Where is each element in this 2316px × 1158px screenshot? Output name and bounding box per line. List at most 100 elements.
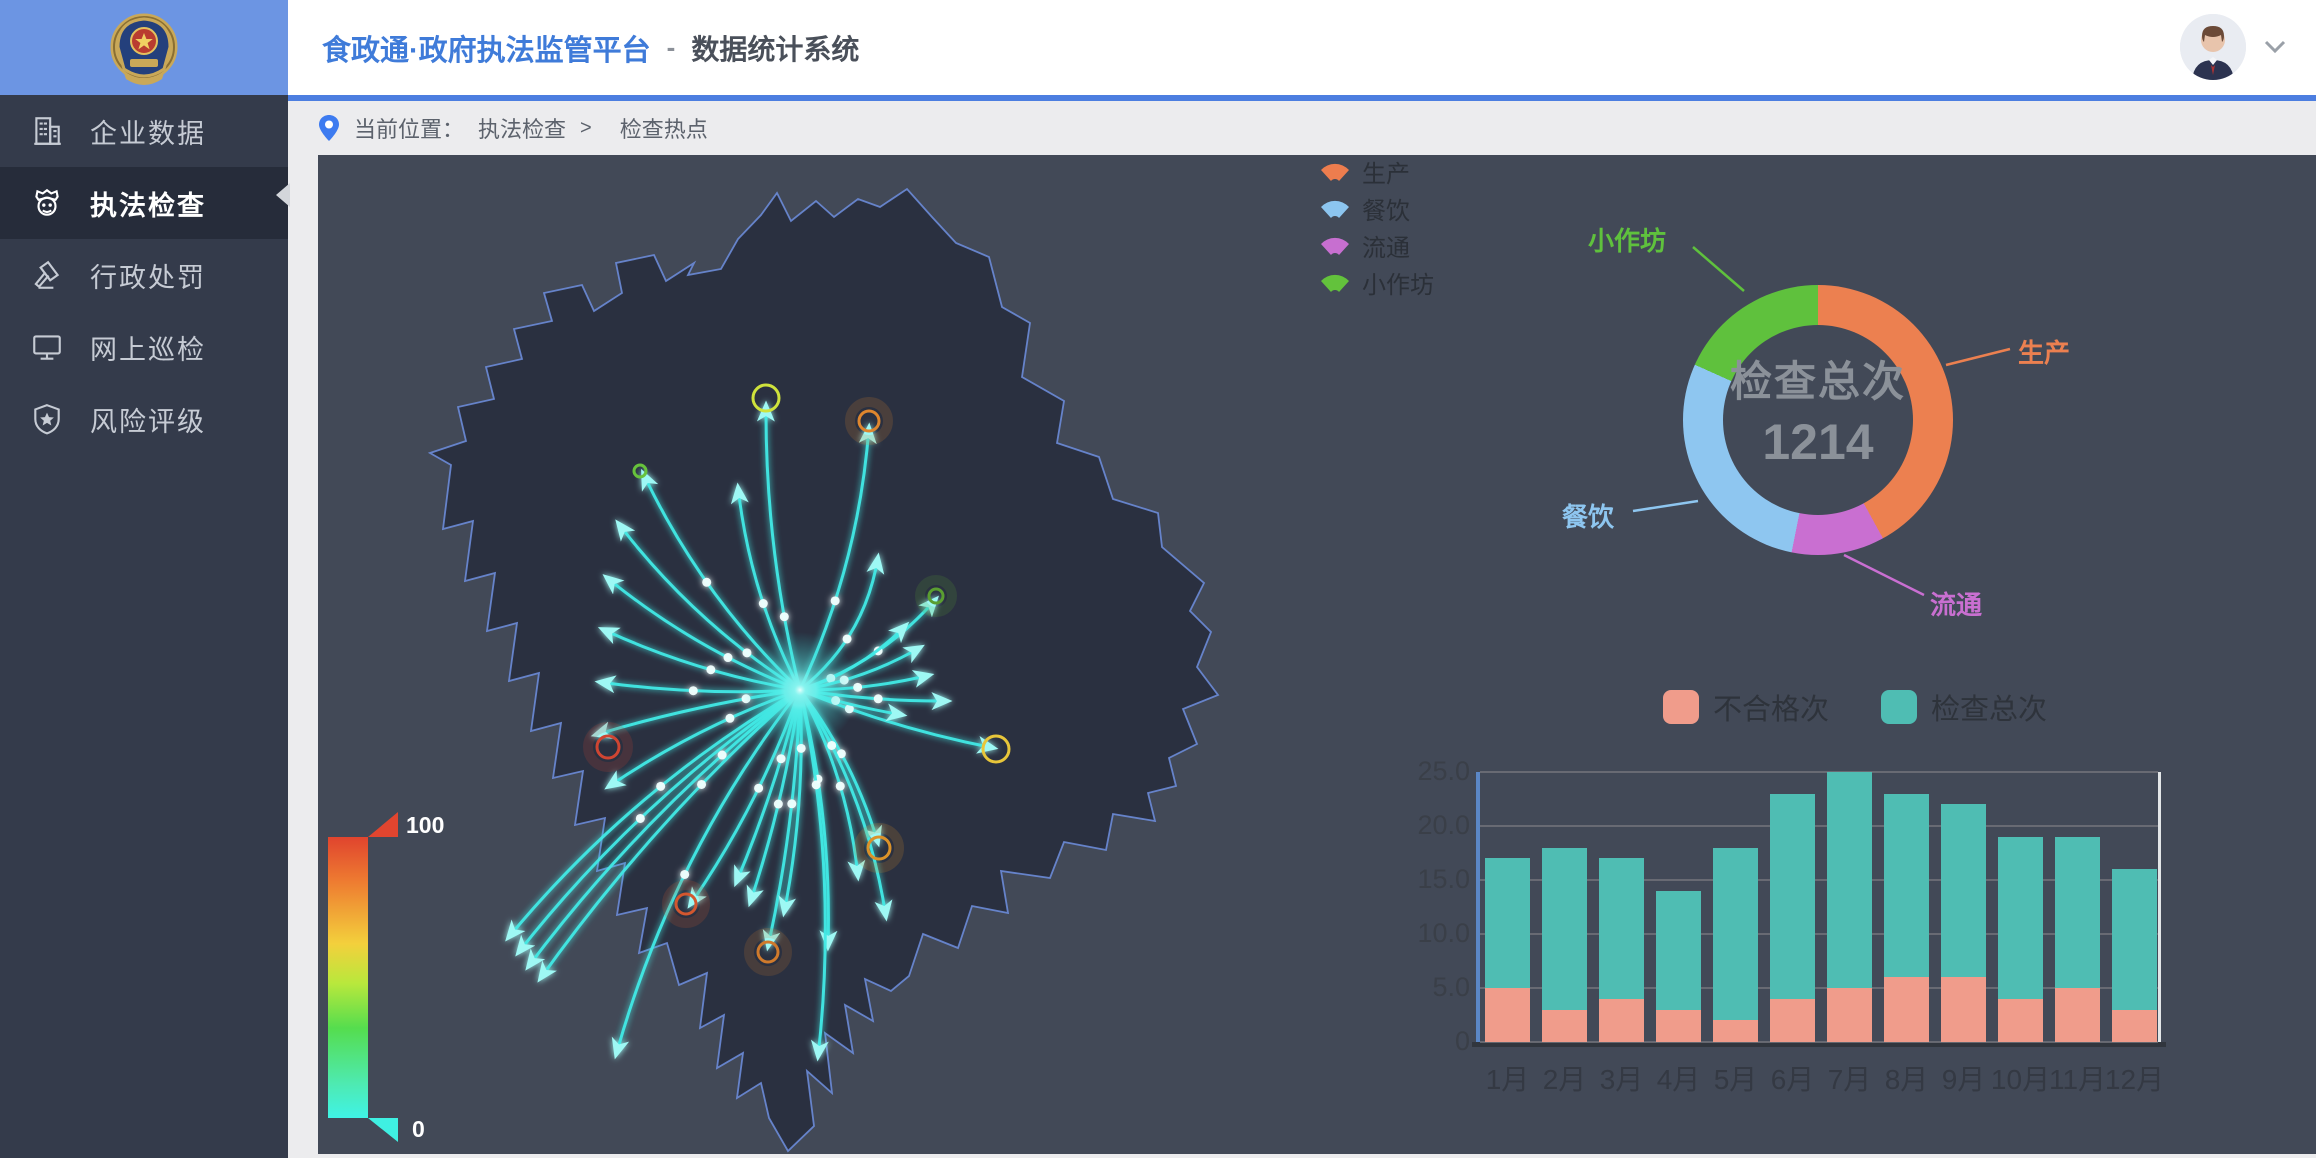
legend-item[interactable]: 小作坊 [1318, 268, 1434, 299]
hotspot-ring[interactable] [632, 463, 648, 479]
bar-segment-unqualified[interactable] [2055, 988, 2100, 1042]
bar-segment-total[interactable] [1713, 847, 1758, 1021]
hotspot-ring-halo [744, 928, 792, 976]
sidebar-item-online-patrol[interactable]: 网上巡检 [0, 311, 288, 383]
hotspot-ring[interactable] [857, 409, 881, 433]
app-brand-title: 食政通·政府执法监管平台 [322, 34, 651, 67]
heat-scale-min-handle[interactable] [368, 1118, 398, 1142]
hotspot-ring[interactable] [674, 892, 698, 916]
bar-column[interactable] [1770, 793, 1815, 1042]
bar-segment-total[interactable] [1827, 772, 1872, 988]
user-avatar[interactable] [2180, 14, 2246, 80]
bar-segment-unqualified[interactable] [1884, 977, 1929, 1042]
gridline [1480, 933, 2158, 935]
breadcrumb-current: 检查热点 [619, 117, 708, 142]
bar-segment-unqualified[interactable] [1485, 988, 1530, 1042]
location-pin-icon [319, 115, 339, 141]
heat-scale-gradient-bar[interactable] [328, 837, 368, 1118]
hotspot-ring[interactable] [751, 383, 781, 413]
legend-item[interactable]: 生产 [1318, 157, 1434, 188]
sidebar-collapse-arrow-icon[interactable] [276, 183, 290, 207]
bar-legend-item[interactable]: 检查总次 [1881, 686, 2047, 728]
logo-block [0, 0, 288, 95]
hotspot-ring[interactable] [866, 835, 892, 861]
legend-label: 生产 [1362, 161, 1410, 188]
x-tick-label: 4月 [1656, 1064, 1701, 1095]
bar-column[interactable] [1485, 858, 1530, 1042]
bar-segment-unqualified[interactable] [1656, 1009, 1701, 1042]
bar-segment-unqualified[interactable] [1827, 988, 1872, 1042]
map-center-point [784, 674, 816, 706]
y-tick-label: 15.0 [1417, 864, 1470, 894]
bar-column[interactable] [1656, 890, 1701, 1042]
flight-spark-dot [680, 869, 690, 879]
bar-segment-total[interactable] [1884, 793, 1929, 978]
chevron-down-icon[interactable] [2264, 40, 2286, 54]
sidebar-item-admin-penalty[interactable]: 行政处罚 [0, 239, 288, 311]
bar-segment-unqualified[interactable] [1770, 998, 1815, 1042]
bar-segment-unqualified[interactable] [1713, 1020, 1758, 1042]
legend-item[interactable]: 餐饮 [1318, 194, 1434, 225]
bar-legend-item[interactable]: 不合格次 [1663, 686, 1829, 728]
bar-column[interactable] [1713, 847, 1758, 1042]
x-axis-line [1472, 1042, 2166, 1047]
flight-spark-dot [787, 799, 797, 809]
fan-shape-icon [1321, 274, 1349, 292]
bar-segment-total[interactable] [1998, 836, 2043, 999]
bar-segment-total[interactable] [2055, 836, 2100, 988]
sidebar-item-law-enforcement-check[interactable]: 执法检查 [0, 167, 288, 239]
bar-segment-unqualified[interactable] [1542, 1009, 1587, 1042]
plot-right-border [2158, 772, 2161, 1042]
bar-segment-unqualified[interactable] [1998, 998, 2043, 1042]
bar-segment-total[interactable] [1485, 858, 1530, 988]
gridline [1480, 771, 2158, 773]
bar-column[interactable] [2055, 836, 2100, 1042]
legend-item[interactable]: 流通 [1318, 231, 1434, 262]
hotspot-ring[interactable] [595, 734, 621, 760]
category-legend: 生产餐饮流通小作坊 [1318, 157, 1434, 305]
bar-segment-unqualified[interactable] [1599, 998, 1644, 1042]
bar-column[interactable] [1599, 858, 1644, 1042]
bar-segment-unqualified[interactable] [1941, 977, 1986, 1042]
bar-segment-total[interactable] [2112, 869, 2157, 1010]
hotspot-ring[interactable] [756, 940, 780, 964]
left-column: 企业数据 执法检查 行政处罚 [0, 0, 290, 1158]
user-menu[interactable] [2180, 14, 2286, 80]
building-icon [34, 117, 61, 145]
bar-segment-unqualified[interactable] [2112, 1009, 2157, 1042]
sidebar-item-label: 网上巡检 [90, 334, 206, 365]
gridline [1480, 825, 2158, 827]
breadcrumb-section-link[interactable]: 执法检查 [478, 117, 567, 142]
header-accent-line [288, 95, 2316, 101]
bar-column[interactable] [1827, 772, 1872, 1042]
legend-label: 餐饮 [1362, 198, 1410, 225]
flight-spark-dot [706, 665, 716, 675]
bar-column[interactable] [1542, 847, 1587, 1042]
bar-segment-total[interactable] [1542, 847, 1587, 1010]
flight-spark-dot [688, 686, 698, 696]
donut-center-text: 检查总次 1214 [1663, 348, 1973, 471]
bar-column[interactable] [2112, 869, 2157, 1042]
x-tick-label: 3月 [1599, 1064, 1644, 1095]
bar-segment-total[interactable] [1656, 890, 1701, 1010]
hotspot-ring[interactable] [981, 734, 1011, 764]
sidebar-item-risk-rating[interactable]: 风险评级 [0, 383, 288, 455]
flight-spark-dot [835, 781, 845, 791]
x-tick-label: 8月 [1884, 1064, 1929, 1095]
bar-segment-total[interactable] [1941, 804, 1986, 978]
hotspot-ring-halo [915, 575, 957, 617]
fan-shape-icon [1321, 163, 1349, 181]
bar-column[interactable] [1884, 793, 1929, 1042]
heat-scale-max-handle[interactable] [368, 812, 398, 837]
bar-segment-total[interactable] [1599, 858, 1644, 999]
bar-column[interactable] [1998, 836, 2043, 1042]
bar-segment-total[interactable] [1770, 793, 1815, 999]
gavel-icon [34, 260, 60, 289]
bar-column[interactable] [1941, 804, 1986, 1042]
flight-spark-dot [873, 694, 883, 704]
sidebar-item-enterprise-data[interactable]: 企业数据 [0, 95, 288, 167]
inspection-hotspot-map[interactable] [318, 155, 1398, 1154]
hotspot-ring[interactable] [927, 587, 945, 605]
flight-spark-dot [697, 779, 707, 789]
